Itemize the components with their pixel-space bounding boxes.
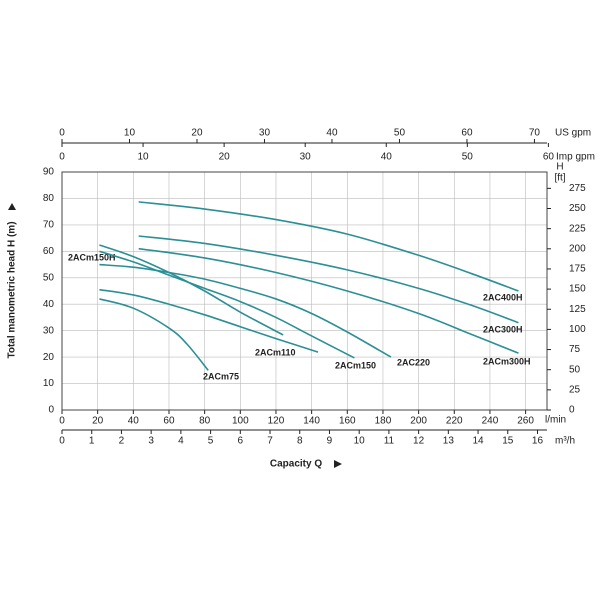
curve-label: 2AC300H xyxy=(483,324,523,334)
y-tick-label: 40 xyxy=(43,299,55,310)
secondary-x-tick-label: 10 xyxy=(124,128,136,139)
secondary-x-tick-label: 40 xyxy=(326,128,338,139)
x-tick-label: 140 xyxy=(303,416,320,427)
secondary-x-tick-label: 0 xyxy=(59,128,65,139)
x-tick-label: 180 xyxy=(375,416,392,427)
secondary-x-tick-label: 0 xyxy=(59,436,65,447)
x-tick-label: 80 xyxy=(199,416,211,427)
x-tick-label: 0 xyxy=(59,416,65,427)
y2-tick-label: 125 xyxy=(569,304,586,315)
x-tick-label: 160 xyxy=(339,416,356,427)
curve-label: 2AC220 xyxy=(397,357,430,367)
y-tick-label: 50 xyxy=(43,272,55,283)
y2-tick-label: 100 xyxy=(569,324,586,335)
secondary-x-tick-label: 40 xyxy=(381,152,393,163)
x-tick-label: 40 xyxy=(128,416,140,427)
secondary-x-tick-label: 60 xyxy=(461,128,473,139)
curve xyxy=(99,263,392,358)
curve-label: 2ACm150H xyxy=(68,252,116,262)
x-tick-label: 60 xyxy=(163,416,175,427)
curve-label: 2ACm150 xyxy=(335,360,376,370)
y-tick-label: 80 xyxy=(43,193,55,204)
curve xyxy=(138,247,519,354)
secondary-x-tick-label: 20 xyxy=(219,152,231,163)
y2-axis-title: H xyxy=(556,162,563,173)
secondary-x-tick-label: 5 xyxy=(208,436,214,447)
secondary-x-tick-label: 12 xyxy=(413,436,425,447)
x-tick-label: 260 xyxy=(517,416,534,427)
plot-frame xyxy=(61,171,548,411)
secondary-x-tick-label: 50 xyxy=(462,152,474,163)
secondary-x-tick-label: 20 xyxy=(191,128,203,139)
x-tick-label: 20 xyxy=(92,416,104,427)
y2-tick-label: 25 xyxy=(569,384,581,395)
secondary-x-tick-label: 8 xyxy=(297,436,303,447)
secondary-x-tick-label: 6 xyxy=(238,436,244,447)
secondary-x-tick-label: 15 xyxy=(502,436,514,447)
secondary-x-tick-label: 0 xyxy=(59,152,65,163)
secondary-x-tick-label: 1 xyxy=(89,436,95,447)
secondary-axis-unit: m³/h xyxy=(555,436,575,447)
curve xyxy=(99,288,319,353)
curve-label: 2ACm110 xyxy=(255,347,296,357)
y2-tick-label: 0 xyxy=(569,405,575,416)
y-tick-label: 90 xyxy=(43,167,55,178)
x-tick-label: 120 xyxy=(268,416,285,427)
x-tick-label: 240 xyxy=(482,416,499,427)
x-tick-label: 200 xyxy=(410,416,427,427)
y-tick-label: 0 xyxy=(48,405,54,416)
secondary-x-tick-label: 11 xyxy=(384,436,395,447)
secondary-x-tick-label: 60 xyxy=(543,152,555,163)
y-tick-label: 10 xyxy=(43,378,55,389)
curve-label: 2ACm300H xyxy=(483,356,531,366)
curve xyxy=(99,250,355,359)
curve-label: 2ACm75 xyxy=(203,371,239,381)
y-tick-label: 30 xyxy=(43,325,55,336)
y2-tick-label: 200 xyxy=(569,243,586,254)
y2-tick-label: 225 xyxy=(569,223,586,234)
y2-tick-label: 150 xyxy=(569,284,586,295)
secondary-x-tick-label: 16 xyxy=(532,436,544,447)
y2-tick-label: 175 xyxy=(569,264,586,275)
secondary-x-tick-label: 3 xyxy=(148,436,154,447)
y2-axis-unit: [ft] xyxy=(554,173,565,184)
y-tick-label: 70 xyxy=(43,220,55,231)
secondary-axis-unit: US gpm xyxy=(555,128,591,139)
y2-tick-label: 75 xyxy=(569,344,581,355)
curve xyxy=(138,201,519,292)
curve xyxy=(138,235,519,324)
secondary-x-tick-label: 10 xyxy=(354,436,366,447)
secondary-x-tick-label: 10 xyxy=(138,152,150,163)
curve xyxy=(99,298,209,371)
secondary-x-tick-label: 70 xyxy=(529,128,541,139)
secondary-x-tick-label: 7 xyxy=(267,436,273,447)
y-tick-label: 60 xyxy=(43,246,55,257)
secondary-x-tick-label: 9 xyxy=(327,436,333,447)
arrow xyxy=(334,460,342,468)
y-axis-title: Total manometric head H (m) xyxy=(7,221,18,358)
secondary-axis-unit: Imp gpm xyxy=(556,152,595,163)
secondary-x-tick-label: 13 xyxy=(443,436,455,447)
secondary-x-tick-label: 30 xyxy=(259,128,271,139)
x-tick-label: 100 xyxy=(232,416,249,427)
y-tick-label: 20 xyxy=(43,352,55,363)
y2-tick-label: 250 xyxy=(569,203,586,214)
arrow xyxy=(8,203,16,210)
secondary-x-tick-label: 4 xyxy=(178,436,184,447)
x-tick-label: 220 xyxy=(446,416,463,427)
y2-tick-label: 275 xyxy=(569,183,586,194)
secondary-x-tick-label: 50 xyxy=(394,128,406,139)
x-axis-title: Capacity Q xyxy=(270,459,322,470)
secondary-x-tick-label: 14 xyxy=(472,436,484,447)
y2-tick-label: 50 xyxy=(569,364,581,375)
x-unit: l/min xyxy=(545,415,566,426)
secondary-x-tick-label: 30 xyxy=(300,152,312,163)
curve-label: 2AC400H xyxy=(483,292,523,302)
secondary-x-tick-label: 2 xyxy=(119,436,125,447)
